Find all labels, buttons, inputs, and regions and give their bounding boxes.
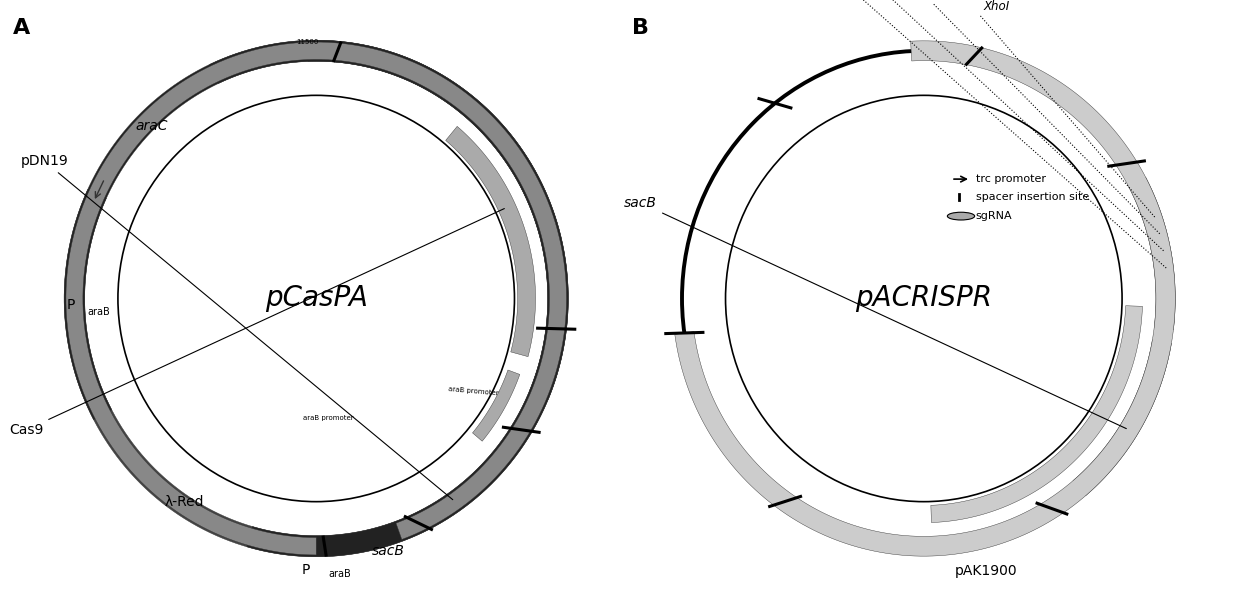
Text: XhoI: XhoI	[983, 0, 1009, 13]
Text: sacB: sacB	[372, 543, 405, 558]
Polygon shape	[1128, 177, 1176, 330]
Text: pCasPA: pCasPA	[265, 285, 367, 312]
Text: P: P	[66, 297, 74, 312]
Text: spacer insertion site: spacer insertion site	[976, 192, 1089, 202]
Polygon shape	[1073, 340, 1172, 496]
Text: 11500: 11500	[296, 39, 319, 45]
Text: XbaI: XbaI	[937, 0, 963, 2]
Polygon shape	[64, 40, 568, 557]
Text: trc promoter: trc promoter	[976, 174, 1045, 184]
Text: P: P	[301, 563, 310, 577]
Polygon shape	[64, 40, 568, 557]
Text: A: A	[12, 18, 30, 38]
Text: araB: araB	[87, 307, 110, 318]
Polygon shape	[472, 370, 520, 441]
Text: sacB: sacB	[624, 196, 1126, 429]
Text: araB: araB	[329, 569, 351, 579]
Text: araB promoter: araB promoter	[304, 415, 353, 421]
Polygon shape	[675, 41, 1176, 556]
Text: pACRISPR: pACRISPR	[856, 285, 992, 312]
Polygon shape	[68, 42, 567, 555]
Text: araC: araC	[135, 119, 167, 133]
Polygon shape	[308, 40, 568, 399]
Text: araB promoter: araB promoter	[448, 386, 498, 396]
Text: sgRNA: sgRNA	[976, 211, 1013, 221]
Ellipse shape	[947, 213, 975, 220]
Polygon shape	[66, 42, 567, 555]
Text: pAK1900: pAK1900	[955, 564, 1017, 578]
Text: λ-Red: λ-Red	[165, 494, 205, 509]
Text: Cas9: Cas9	[9, 208, 505, 437]
Polygon shape	[445, 127, 536, 356]
Polygon shape	[931, 306, 1142, 522]
Text: pDN19: pDN19	[20, 154, 453, 500]
Text: B: B	[632, 18, 650, 38]
